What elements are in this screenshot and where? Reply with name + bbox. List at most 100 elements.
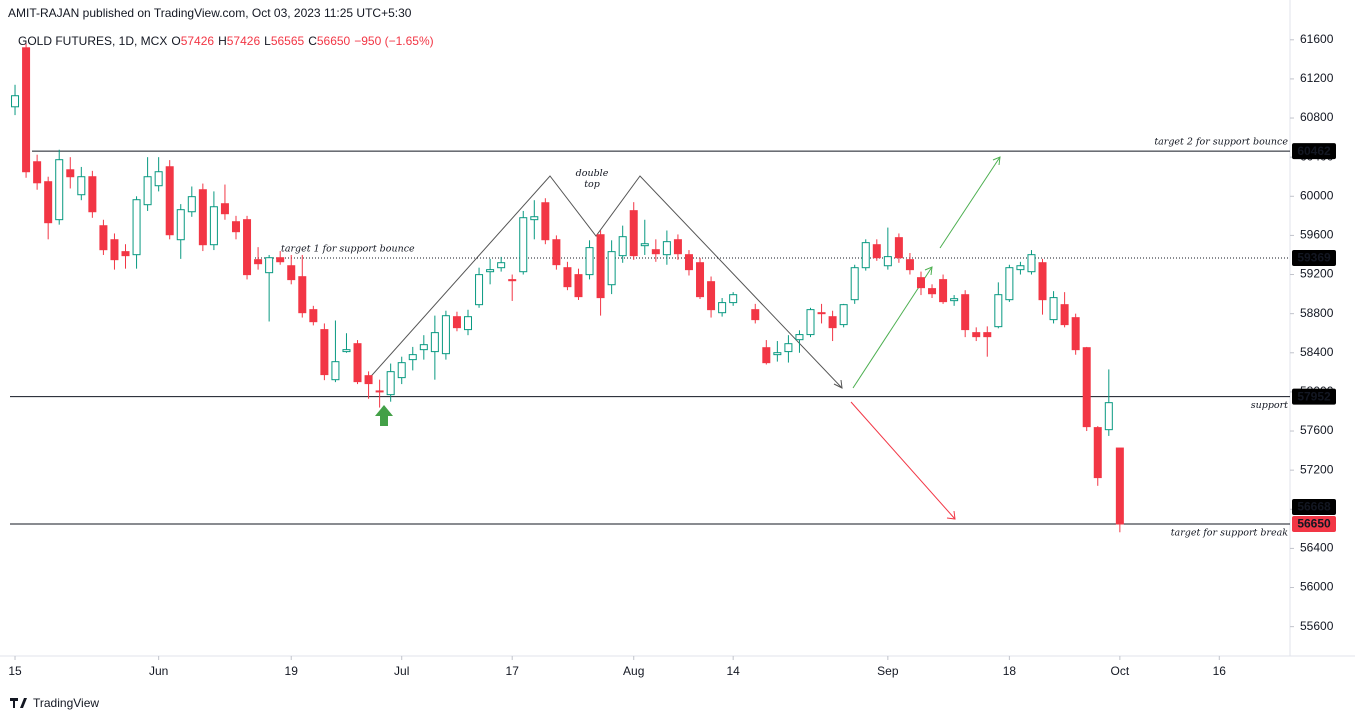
- candle-body: [320, 329, 329, 376]
- x-tick-label: Aug: [623, 664, 644, 678]
- y-tick-label: 61200: [1300, 71, 1334, 85]
- candle-body: [762, 347, 771, 364]
- price-label-box: [1292, 515, 1336, 532]
- candle-body: [1071, 317, 1080, 351]
- y-tick-label: 61600: [1300, 32, 1334, 46]
- candle-body: [475, 274, 484, 306]
- candle-body: [497, 262, 506, 269]
- buy-arrow: [375, 405, 393, 426]
- candle-body: [408, 354, 417, 361]
- y-tick-label: 60800: [1300, 110, 1334, 124]
- arrow-head: [833, 379, 843, 389]
- candle-body: [640, 243, 649, 247]
- quote-letter: C: [308, 34, 317, 48]
- candle-body: [220, 203, 229, 215]
- candle-body: [751, 309, 760, 321]
- candle-body: [541, 202, 550, 241]
- quote-letter: H: [218, 34, 227, 48]
- candle-body: [629, 210, 638, 257]
- note-line: top: [584, 179, 600, 190]
- candle-body: [839, 304, 848, 326]
- candle-body: [894, 237, 903, 259]
- y-tick-label: 56000: [1300, 580, 1334, 594]
- candle-body: [209, 206, 218, 246]
- price-label: 56668: [1297, 500, 1331, 514]
- candle-body: [353, 343, 362, 383]
- candle-body: [883, 256, 892, 267]
- brand: TradingView: [33, 696, 99, 710]
- candle-body: [806, 309, 815, 336]
- candle-body: [176, 209, 185, 241]
- candle-body: [861, 242, 870, 269]
- trend-arrow: [850, 401, 956, 520]
- candle-body: [364, 375, 373, 385]
- candle-body: [618, 236, 627, 257]
- candle-body: [1049, 297, 1058, 321]
- candle-body: [464, 316, 473, 331]
- y-tick-label: 58800: [1300, 306, 1334, 320]
- x-tick-label: Oct: [1111, 664, 1130, 678]
- candle-body: [972, 332, 981, 338]
- candle-body: [243, 219, 252, 276]
- y-tick-label: 59600: [1300, 228, 1334, 242]
- candle-body: [265, 257, 274, 274]
- x-tick-label: Jun: [149, 664, 168, 678]
- candle-body: [231, 221, 240, 233]
- candle-body: [375, 390, 384, 393]
- price-label-box: [1292, 388, 1336, 405]
- candle-body: [916, 277, 925, 289]
- y-tick-label: 60000: [1300, 188, 1334, 202]
- candle-body: [828, 316, 837, 329]
- candle-body: [552, 239, 561, 266]
- candle-body: [44, 181, 53, 224]
- candle-body: [143, 176, 152, 206]
- candle-body: [585, 247, 594, 276]
- candle-body: [66, 169, 75, 178]
- x-tick-label: Sep: [877, 664, 899, 678]
- price-line-label: target 1 for support bounce: [281, 244, 415, 255]
- publisher: AMIT-RAJAN published on TradingView.com,…: [8, 6, 412, 20]
- candle-body: [939, 279, 948, 303]
- candle-body: [430, 332, 439, 353]
- quote-letter: O: [171, 34, 180, 48]
- logo-mark: [10, 698, 27, 708]
- candle-body: [707, 281, 716, 311]
- quote-value: 57426: [227, 34, 261, 48]
- quote-letter: L: [264, 34, 271, 48]
- price-label: 57952: [1297, 389, 1331, 403]
- candle-body: [795, 334, 804, 341]
- trend-arrow: [939, 156, 1001, 249]
- symbol: GOLD FUTURES, 1D, MCX: [18, 34, 167, 48]
- candle-body: [563, 267, 572, 288]
- candle-body: [419, 344, 428, 351]
- candle-body: [1027, 254, 1036, 273]
- candle-body: [607, 251, 616, 286]
- candle-body: [55, 159, 64, 221]
- candle-body: [1038, 262, 1047, 301]
- candle-body: [994, 294, 1003, 328]
- note-line: double: [576, 168, 609, 179]
- y-tick-label: 56400: [1300, 541, 1334, 555]
- candle-body: [1060, 304, 1069, 326]
- candle-body: [508, 279, 517, 282]
- legend: GOLD FUTURES, 1D, MCX O57426 H57426 L56565 C…: [18, 34, 434, 48]
- price-line-label: target 2 for support bounce: [1154, 137, 1288, 148]
- candle-body: [88, 176, 97, 213]
- candle-body: [331, 361, 340, 381]
- candle-body: [662, 241, 671, 256]
- quote-value: 56650: [317, 34, 351, 48]
- candle-body: [1005, 267, 1014, 301]
- y-tick-label: 57200: [1300, 462, 1334, 476]
- candle-body: [298, 276, 307, 314]
- candle-body: [198, 189, 207, 246]
- candle-body: [850, 267, 859, 301]
- price-label: 60462: [1297, 144, 1331, 158]
- price-label: 56650: [1297, 517, 1331, 531]
- candle-body: [1016, 265, 1025, 271]
- candle-body: [132, 199, 141, 256]
- arrow-head: [924, 266, 933, 276]
- candle-body: [1082, 347, 1091, 428]
- candle-body: [817, 312, 826, 315]
- symbol-quote: GOLD FUTURES, 1D, MCX O57426 H57426 L56565 C…: [18, 34, 434, 48]
- change: −950 (−1.65%): [354, 34, 433, 48]
